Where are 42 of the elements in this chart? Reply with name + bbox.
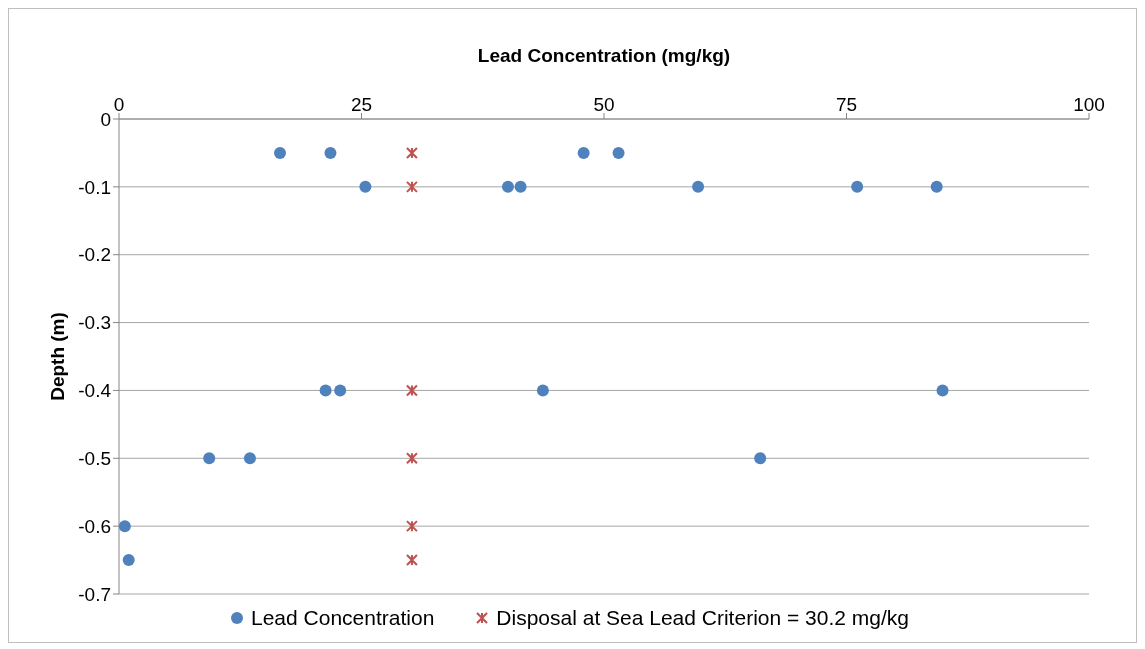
point [334, 384, 347, 397]
y-tick-label: -0.1 [78, 176, 111, 198]
point [405, 180, 418, 193]
point [754, 452, 767, 465]
point [405, 452, 418, 465]
y-tick-label: 0 [100, 108, 111, 130]
x-tick-label: 0 [113, 94, 125, 115]
y-axis-title: Depth (m) [46, 312, 68, 401]
y-tick-label: -0.3 [78, 312, 111, 334]
x-tick-label: 25 [350, 94, 373, 115]
point [577, 146, 590, 159]
y-tick-label: -0.4 [78, 380, 112, 402]
point [612, 146, 625, 159]
y-tick-label: -0.6 [78, 515, 111, 537]
point [536, 384, 549, 397]
x-axis-title: Lead Concentration (mg/kg) [477, 45, 731, 67]
point [405, 384, 418, 397]
legend-label: Disposal at Sea Lead Criterion = 30.2 mg/kg [495, 606, 909, 630]
legend-label: Lead Concentration [250, 606, 435, 630]
y-tick-label: -0.2 [78, 244, 111, 266]
point [930, 180, 943, 193]
point [692, 180, 705, 193]
point [405, 554, 418, 567]
point [274, 146, 287, 159]
y-tick-label: -0.5 [78, 448, 111, 470]
x-tick-label: 75 [835, 94, 858, 115]
point [122, 554, 135, 567]
point [119, 520, 131, 533]
point [501, 180, 514, 193]
x-tick-label: 50 [593, 94, 615, 115]
point [405, 146, 418, 159]
point [405, 520, 418, 533]
point [324, 146, 337, 159]
point [851, 180, 864, 193]
point [359, 180, 372, 193]
y-tick-label: -0.7 [78, 583, 111, 605]
x-tick-label: 100 [1073, 94, 1105, 115]
point [514, 180, 527, 193]
point [319, 384, 332, 397]
point [936, 384, 949, 397]
point [203, 452, 216, 465]
point [243, 452, 256, 465]
